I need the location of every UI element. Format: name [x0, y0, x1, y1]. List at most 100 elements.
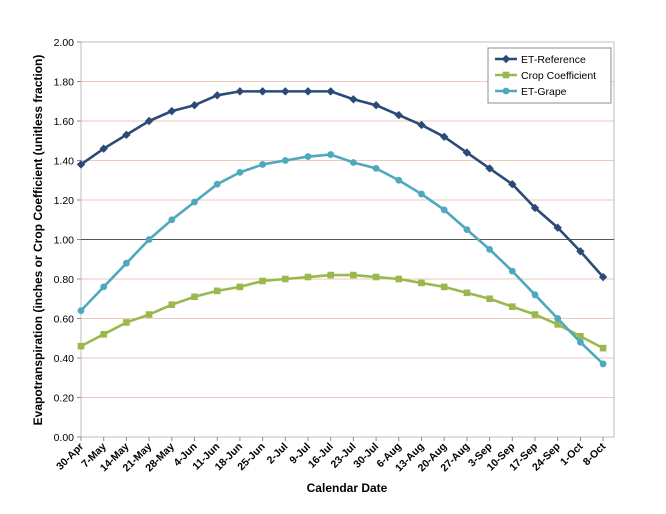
data-point — [531, 311, 539, 318]
y-tick-label: 1.80 — [54, 77, 75, 89]
legend: ET-Reference Crop Coefficient ET-Grape — [487, 47, 612, 104]
data-point — [282, 275, 289, 283]
data-point — [486, 245, 493, 253]
data-point — [598, 272, 608, 282]
data-point — [599, 360, 607, 368]
data-point — [303, 87, 313, 96]
grid-lines — [81, 81, 614, 398]
y-tick-label: 0.60 — [54, 314, 75, 326]
y-axis-title: Evapotranspiration (inches or Crop Coeff… — [31, 55, 45, 426]
legend-marker — [501, 54, 511, 64]
data-point — [77, 342, 85, 350]
data-point — [508, 267, 516, 275]
y-tick-label: 0.80 — [54, 274, 75, 286]
x-tick-label: 2-Jul — [265, 441, 291, 467]
data-point — [304, 153, 312, 160]
data-point — [76, 160, 86, 169]
data-point — [191, 293, 198, 301]
data-point — [191, 198, 198, 206]
y-tick-label: 0.40 — [54, 353, 75, 365]
data-point — [123, 259, 130, 267]
legend-marker — [502, 71, 510, 79]
data-point — [463, 226, 471, 234]
data-point — [350, 271, 357, 279]
x-axis-title: Calendar Date — [307, 481, 388, 495]
data-point — [508, 180, 517, 189]
data-point — [372, 165, 380, 172]
legend-label: ET-Reference — [521, 54, 586, 66]
legend-item-et-reference: ET-Reference — [495, 54, 586, 66]
series-et-reference — [76, 87, 608, 282]
y-tick-label: 1.40 — [54, 156, 75, 168]
data-point — [327, 271, 334, 279]
data-point — [213, 287, 221, 295]
data-point — [553, 223, 562, 232]
data-point — [327, 151, 335, 158]
data-point — [486, 295, 493, 303]
legend-item-crop-coefficient: Crop Coefficient — [495, 70, 596, 82]
data-point — [440, 283, 448, 291]
data-point — [235, 87, 245, 96]
data-point — [372, 273, 380, 281]
data-point — [349, 95, 358, 104]
data-point — [236, 168, 244, 176]
y-tick-label: 2.00 — [54, 37, 75, 49]
series-line — [80, 153, 604, 365]
legend-label: ET-Grape — [521, 86, 567, 98]
series-crop-coefficient — [77, 271, 607, 352]
data-point — [326, 87, 335, 96]
data-point — [100, 283, 108, 291]
data-point — [554, 321, 561, 328]
data-point — [440, 206, 448, 214]
data-point — [258, 87, 267, 96]
data-point — [123, 319, 130, 326]
data-point — [485, 164, 494, 173]
data-point — [190, 101, 199, 110]
legend-item-et-grape: ET-Grape — [495, 86, 567, 98]
series-line — [80, 90, 605, 278]
data-point — [281, 157, 289, 164]
data-point — [168, 216, 176, 224]
data-point — [304, 273, 312, 281]
data-point — [577, 332, 584, 340]
data-point — [350, 159, 357, 166]
y-tick-label: 0.00 — [54, 432, 75, 444]
y-tick-label: 1.20 — [54, 195, 75, 207]
data-point — [77, 307, 85, 314]
data-point — [236, 283, 244, 291]
data-point — [599, 344, 607, 352]
x-tick-label: 30-Jul — [351, 441, 381, 471]
data-point — [462, 148, 472, 157]
data-point — [463, 289, 471, 297]
series-line — [80, 273, 604, 350]
data-point — [530, 203, 540, 213]
data-point — [122, 130, 131, 140]
legend-marker — [502, 87, 510, 95]
y-tick-label: 0.20 — [54, 393, 75, 405]
data-point — [259, 161, 266, 168]
data-point — [371, 101, 381, 110]
data-point — [394, 110, 403, 120]
data-point — [167, 106, 176, 116]
x-axis-ticks: 30-Apr7-May14-May21-May28-May4-Jun11-Jun… — [54, 437, 609, 474]
data-point — [213, 180, 221, 188]
data-point — [144, 116, 154, 126]
data-point — [395, 275, 403, 283]
data-point — [99, 144, 108, 153]
data-point — [531, 291, 539, 299]
x-tick-label: 1-Oct — [558, 440, 586, 468]
data-point — [281, 87, 290, 96]
data-point — [259, 277, 266, 285]
y-axis-ticks: 0.00 0.20 0.40 0.60 0.80 1.00 1.20 1.40 1.60 1.80… — [54, 37, 81, 444]
data-point — [440, 132, 449, 141]
data-point — [554, 315, 562, 322]
data-point — [577, 338, 584, 346]
data-point — [418, 190, 425, 198]
data-point — [576, 247, 585, 256]
series-et-grape — [77, 151, 607, 368]
legend-label: Crop Coefficient — [521, 70, 596, 82]
data-point — [395, 176, 403, 184]
y-tick-label: 1.00 — [54, 235, 75, 247]
data-point — [509, 303, 516, 310]
